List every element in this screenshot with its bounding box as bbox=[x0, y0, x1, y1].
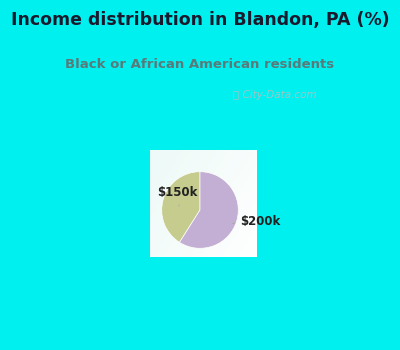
Wedge shape bbox=[180, 172, 238, 248]
Wedge shape bbox=[162, 172, 200, 242]
Text: ⓘ City-Data.com: ⓘ City-Data.com bbox=[233, 90, 316, 100]
Text: $200k: $200k bbox=[232, 215, 281, 228]
Text: Black or African American residents: Black or African American residents bbox=[66, 58, 334, 71]
Text: $150k: $150k bbox=[158, 187, 198, 206]
Text: Income distribution in Blandon, PA (%): Income distribution in Blandon, PA (%) bbox=[11, 11, 389, 29]
